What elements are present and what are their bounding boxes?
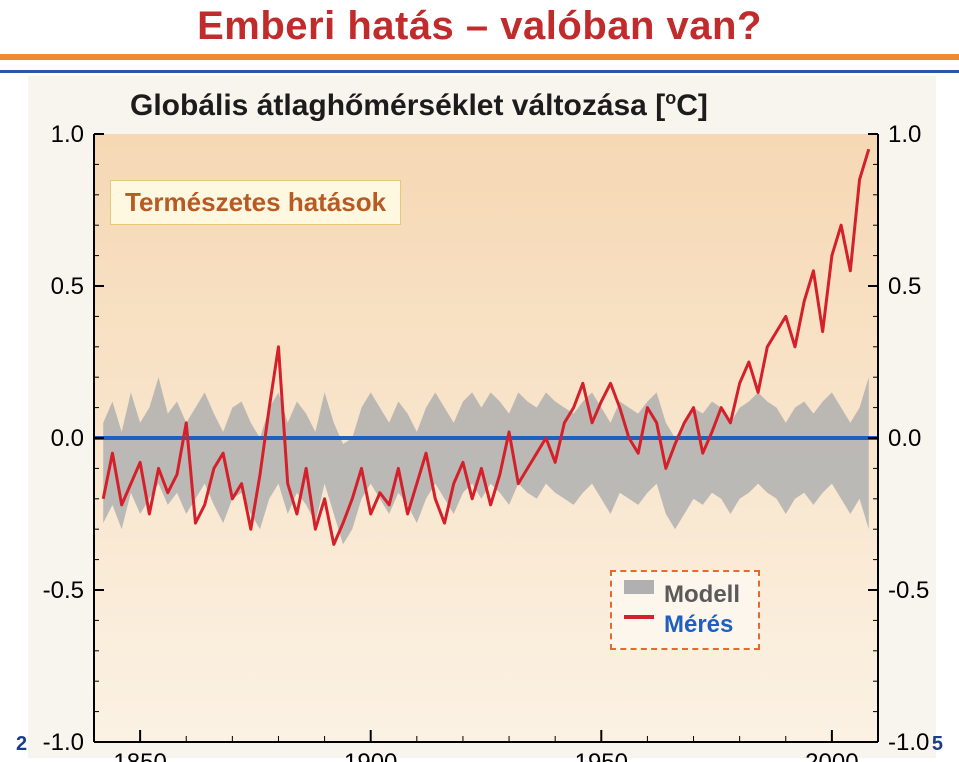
scenario-legend: Természetes hatások — [110, 180, 401, 225]
series-legend: Modell Mérés — [610, 570, 760, 650]
svg-text:0.0: 0.0 — [888, 425, 921, 452]
legend-row-measure: Mérés — [664, 610, 740, 640]
legend-label-measure: Mérés — [664, 611, 733, 639]
svg-text:2000: 2000 — [805, 749, 858, 762]
chart-panel: Globális átlaghőmérséklet változása [oC]… — [28, 76, 936, 758]
legend-swatch-measure — [624, 615, 654, 619]
slide: Emberi hatás – valóban van? Globális átl… — [0, 0, 959, 762]
svg-text:-1.0: -1.0 — [43, 729, 84, 756]
svg-text:1900: 1900 — [344, 749, 397, 762]
page-title: Emberi hatás – valóban van? — [0, 4, 959, 49]
svg-text:0.5: 0.5 — [888, 273, 921, 300]
chart-plot: -1.0-1.0-0.5-0.50.00.00.50.51.01.0185019… — [28, 76, 936, 758]
legend-row-model: Modell — [664, 580, 740, 610]
title-rule — [0, 54, 959, 73]
footer-right: 5 — [932, 733, 943, 756]
svg-text:0.0: 0.0 — [51, 425, 84, 452]
svg-text:1.0: 1.0 — [51, 121, 84, 148]
svg-text:1.0: 1.0 — [888, 121, 921, 148]
svg-text:-0.5: -0.5 — [43, 577, 84, 604]
svg-text:-1.0: -1.0 — [888, 729, 929, 756]
legend-swatch-model — [624, 580, 654, 594]
footer-left: 2 — [16, 733, 27, 756]
svg-text:1950: 1950 — [575, 749, 628, 762]
svg-text:-0.5: -0.5 — [888, 577, 929, 604]
svg-text:1850: 1850 — [113, 749, 166, 762]
legend-label-model: Modell — [664, 581, 740, 609]
svg-text:0.5: 0.5 — [51, 273, 84, 300]
